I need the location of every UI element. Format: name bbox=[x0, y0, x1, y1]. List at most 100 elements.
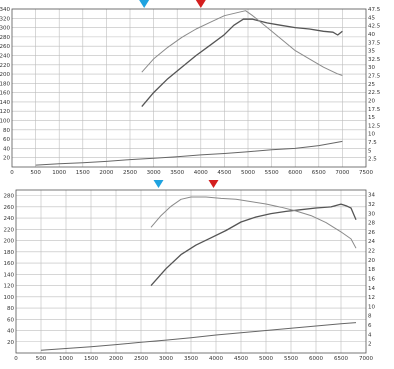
left-tick-label: 60 bbox=[3, 137, 10, 143]
right-tick-label: 7.5 bbox=[368, 140, 377, 146]
x-tick-label: 6000 bbox=[309, 356, 323, 362]
series-line bbox=[141, 18, 343, 108]
left-tick-label: 240 bbox=[0, 53, 10, 59]
x-tick-label: 1500 bbox=[84, 356, 98, 362]
right-tick-label: 40 bbox=[368, 32, 375, 38]
left-tick-label: 160 bbox=[0, 91, 10, 97]
right-tick-label: 12.5 bbox=[368, 123, 381, 129]
right-tick-label: 2.5 bbox=[368, 157, 377, 163]
right-tick-label: 6 bbox=[368, 323, 372, 329]
x-tick-label: 5500 bbox=[265, 170, 279, 176]
series-line bbox=[40, 322, 357, 351]
right-tick-label: 34 bbox=[368, 193, 375, 199]
left-tick-label: 300 bbox=[0, 26, 10, 32]
x-tick-label: 500 bbox=[30, 170, 41, 176]
plot-frame bbox=[15, 189, 367, 354]
left-tick-label: 20 bbox=[3, 156, 10, 162]
x-tick-label: 6500 bbox=[312, 170, 326, 176]
right-tick-label: 26 bbox=[368, 230, 375, 236]
series-line bbox=[150, 196, 357, 249]
left-tick-label: 200 bbox=[4, 239, 15, 245]
left-tick-label: 120 bbox=[0, 109, 10, 115]
right-tick-label: 16 bbox=[368, 276, 375, 282]
x-tick-label: 0 bbox=[10, 170, 14, 176]
left-tick-label: 280 bbox=[4, 194, 15, 200]
rpm-marker-icon bbox=[139, 0, 150, 8]
right-tick-label: 2 bbox=[368, 342, 372, 348]
x-tick-label: 4000 bbox=[194, 170, 208, 176]
series-line bbox=[141, 10, 343, 76]
x-tick-label: 3500 bbox=[170, 170, 184, 176]
left-tick-label: 20 bbox=[7, 340, 14, 346]
x-tick-label: 4500 bbox=[234, 356, 248, 362]
right-tick-label: 27.5 bbox=[368, 74, 381, 80]
x-tick-label: 1000 bbox=[52, 170, 66, 176]
x-tick-label: 2500 bbox=[123, 170, 137, 176]
right-tick-label: 24 bbox=[368, 239, 375, 245]
left-tick-label: 260 bbox=[4, 205, 15, 211]
left-tick-label: 160 bbox=[4, 261, 15, 267]
left-tick-label: 100 bbox=[4, 295, 15, 301]
x-tick-label: 4500 bbox=[217, 170, 231, 176]
x-tick-label: 1500 bbox=[76, 170, 90, 176]
right-tick-label: 5 bbox=[368, 148, 372, 154]
x-tick-label: 7500 bbox=[359, 170, 373, 176]
right-tick-label: 32.5 bbox=[368, 57, 381, 63]
x-tick-label: 0 bbox=[14, 356, 18, 362]
right-tick-label: 20 bbox=[368, 98, 375, 104]
left-tick-label: 260 bbox=[0, 44, 10, 50]
right-tick-label: 10 bbox=[368, 304, 375, 310]
right-tick-label: 30 bbox=[368, 211, 375, 217]
x-tick-label: 5000 bbox=[241, 170, 255, 176]
right-tick-label: 22 bbox=[368, 249, 375, 255]
x-tick-label: 2500 bbox=[134, 356, 148, 362]
right-tick-label: 10 bbox=[368, 132, 375, 138]
bottom-dyno-chart: 2040608010012014016018020022024026028024… bbox=[4, 180, 375, 362]
right-tick-label: 25 bbox=[368, 82, 375, 88]
x-tick-label: 2000 bbox=[109, 356, 123, 362]
right-tick-label: 8 bbox=[368, 314, 372, 320]
x-tick-label: 7000 bbox=[359, 356, 373, 362]
rpm-marker-icon bbox=[208, 180, 219, 188]
right-tick-label: 17.5 bbox=[368, 107, 381, 113]
left-tick-label: 180 bbox=[0, 81, 10, 87]
top-dyno-chart: 2040608010012014016018020022024026028030… bbox=[0, 0, 381, 176]
right-tick-label: 45 bbox=[368, 15, 375, 21]
x-tick-label: 1000 bbox=[59, 356, 73, 362]
right-tick-label: 18 bbox=[368, 267, 375, 273]
right-tick-label: 47.5 bbox=[368, 7, 381, 13]
x-tick-label: 5000 bbox=[259, 356, 273, 362]
left-tick-label: 40 bbox=[3, 146, 10, 152]
x-tick-label: 3000 bbox=[159, 356, 173, 362]
left-tick-label: 80 bbox=[7, 306, 14, 312]
left-tick-label: 100 bbox=[0, 119, 10, 125]
left-tick-label: 140 bbox=[4, 272, 15, 278]
right-tick-label: 32 bbox=[368, 202, 375, 208]
rpm-marker-icon bbox=[153, 180, 164, 188]
x-tick-label: 3500 bbox=[184, 356, 198, 362]
right-tick-label: 20 bbox=[368, 258, 375, 264]
x-tick-label: 6000 bbox=[288, 170, 302, 176]
series-line bbox=[150, 203, 357, 287]
plot-frame bbox=[11, 8, 367, 168]
right-tick-label: 4 bbox=[368, 332, 372, 338]
left-tick-label: 120 bbox=[4, 284, 15, 290]
left-tick-label: 280 bbox=[0, 35, 10, 41]
left-tick-label: 220 bbox=[0, 63, 10, 69]
right-tick-label: 22.5 bbox=[368, 90, 381, 96]
x-tick-label: 2000 bbox=[99, 170, 113, 176]
rpm-marker-icon bbox=[195, 0, 206, 8]
left-tick-label: 80 bbox=[3, 128, 10, 134]
right-tick-label: 35 bbox=[368, 49, 375, 55]
right-tick-label: 14 bbox=[368, 286, 375, 292]
series-line bbox=[35, 140, 343, 166]
left-tick-label: 220 bbox=[4, 227, 15, 233]
right-tick-label: 12 bbox=[368, 295, 375, 301]
left-tick-label: 340 bbox=[0, 7, 10, 13]
right-tick-label: 37.5 bbox=[368, 40, 381, 46]
x-tick-label: 5500 bbox=[284, 356, 298, 362]
x-tick-label: 7000 bbox=[335, 170, 349, 176]
left-tick-label: 200 bbox=[0, 72, 10, 78]
left-tick-label: 320 bbox=[0, 16, 10, 22]
